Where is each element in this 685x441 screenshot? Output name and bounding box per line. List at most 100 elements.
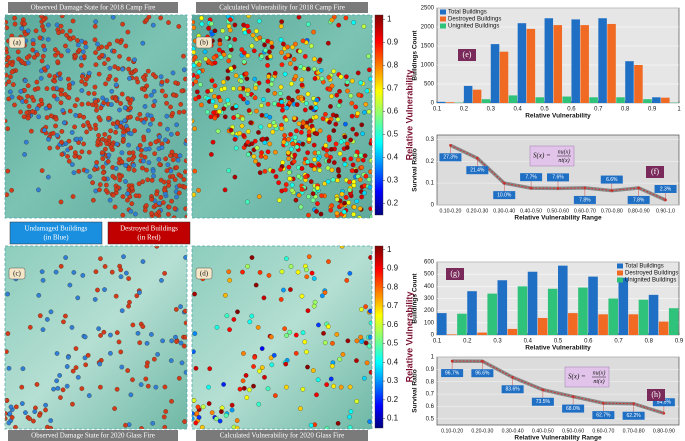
y-axis-label: Buildings Count — [412, 273, 419, 324]
building-dot — [123, 43, 129, 49]
building-dot — [304, 101, 309, 106]
building-dot — [284, 256, 289, 261]
value-label-box — [547, 173, 569, 182]
x-tick-label: 0.50-0.60 — [547, 208, 569, 214]
building-dot — [299, 293, 305, 299]
building-dot — [59, 152, 65, 157]
building-dot — [114, 38, 120, 44]
building-dot — [169, 198, 174, 204]
building-dot — [66, 76, 71, 82]
building-dot — [48, 425, 54, 429]
building-dot — [238, 93, 243, 99]
building-dot — [207, 366, 213, 372]
building-dot — [159, 88, 165, 94]
building-dot — [229, 407, 235, 413]
building-dot — [54, 22, 60, 28]
bar — [463, 85, 473, 103]
building-dot — [92, 84, 98, 90]
building-dot — [308, 422, 314, 428]
building-dot — [154, 191, 159, 197]
building-dot — [97, 182, 103, 187]
building-dot — [304, 267, 309, 273]
building-dot — [95, 287, 100, 293]
building-dot — [163, 156, 168, 162]
map-title: Observed Damage State for 2018 Camp Fire — [31, 4, 156, 12]
building-dot — [199, 102, 204, 108]
building-dot — [127, 76, 132, 81]
building-dot — [246, 108, 252, 113]
building-dot — [103, 188, 109, 193]
building-dot — [125, 191, 130, 197]
building-dot — [63, 255, 68, 260]
building-dot — [324, 147, 330, 153]
building-dot — [33, 28, 39, 34]
building-dot — [367, 308, 372, 314]
building-dot — [150, 22, 156, 28]
building-dot — [176, 190, 182, 196]
building-dot — [335, 421, 341, 426]
building-dot — [39, 58, 45, 64]
building-dot — [359, 339, 365, 344]
building-dot — [258, 124, 264, 130]
building-dot — [319, 76, 325, 81]
building-dot — [299, 96, 304, 102]
building-dot — [237, 130, 243, 136]
building-dot — [318, 68, 324, 73]
building-dot — [102, 61, 107, 66]
building-dot — [163, 137, 168, 143]
building-dot — [174, 339, 179, 344]
building-dot — [176, 24, 182, 29]
building-dot — [247, 387, 252, 393]
value-label: 96.6% — [475, 371, 490, 377]
building-dot — [53, 269, 59, 275]
building-dot — [253, 85, 258, 91]
building-dot — [322, 181, 327, 187]
building-dot — [165, 126, 170, 132]
building-dot — [128, 209, 134, 214]
value-label-box — [466, 166, 489, 175]
building-dot — [114, 141, 120, 147]
legend-label: Unignited Buildings — [448, 24, 499, 30]
bar — [643, 99, 652, 103]
building-dot — [223, 413, 229, 418]
building-dot — [192, 25, 196, 30]
building-dot — [279, 126, 285, 131]
building-dot — [172, 177, 178, 183]
building-dot — [253, 282, 259, 288]
building-dot — [299, 187, 305, 192]
panel-label-box — [195, 267, 213, 280]
building-dot — [176, 109, 182, 115]
building-dot — [194, 89, 200, 95]
building-dot — [18, 89, 24, 94]
building-dot — [366, 53, 371, 59]
building-dot — [225, 97, 231, 103]
building-dot — [257, 270, 263, 275]
building-dot — [8, 404, 14, 410]
maps — [5, 15, 372, 429]
building-dot — [310, 197, 316, 203]
building-dot — [246, 15, 251, 19]
building-dot — [329, 17, 335, 23]
formula-den: nt(x) — [593, 378, 604, 385]
building-dot — [38, 97, 44, 103]
panel-label: (f) — [651, 167, 659, 176]
building-dot — [232, 174, 238, 180]
building-dot — [100, 156, 106, 162]
building-dot — [122, 118, 128, 124]
building-dot — [304, 274, 310, 280]
building-dot — [301, 120, 306, 126]
building-dot — [36, 187, 41, 193]
building-dot — [245, 87, 251, 93]
building-dot — [228, 127, 234, 133]
building-dot — [344, 79, 350, 85]
bar — [497, 280, 508, 335]
building-dot — [63, 43, 68, 49]
building-dot — [19, 384, 25, 390]
building-dot — [192, 72, 196, 78]
building-dot — [97, 187, 102, 193]
legend-text: (in Blue) — [43, 234, 69, 242]
building-dot — [41, 27, 47, 33]
building-dot — [126, 66, 131, 72]
building-dot — [241, 133, 247, 138]
